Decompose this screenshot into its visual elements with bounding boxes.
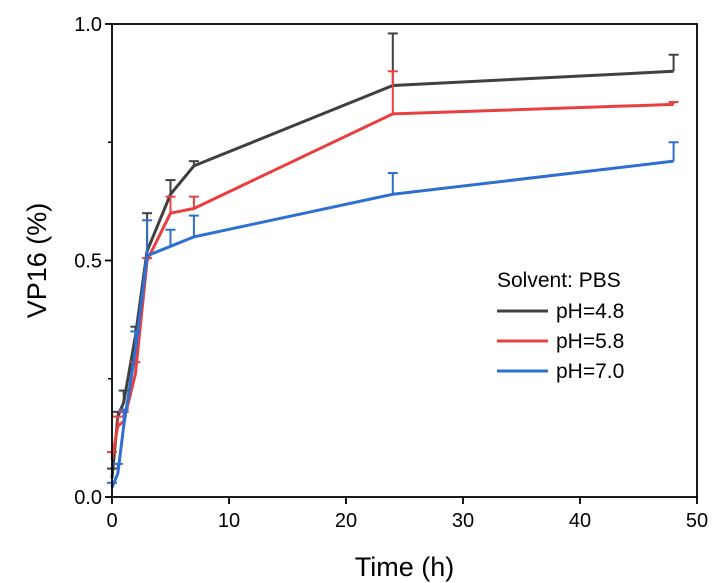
x-tick-label: 0 [106,510,117,532]
y-tick-label: 1.0 [74,14,102,36]
y-tick-label: 0.5 [74,251,102,273]
x-tick-label: 30 [452,510,474,532]
x-tick-label: 50 [686,510,708,532]
y-tick-label: 0.0 [74,487,102,509]
x-tick-label: 20 [335,510,357,532]
series-pH=5.8 [107,70,679,460]
legend: Solvent: PBS pH=4.8 pH=5.8 pH=7.0 [497,269,624,383]
y-axis-title: VP16 (%) [22,203,52,319]
axis-ticks: 0 10 20 30 40 50 0.0 0.5 1.0 [74,14,708,532]
legend-label: pH=5.8 [556,330,624,353]
legend-label: pH=7.0 [556,360,624,383]
x-tick-label: 10 [218,510,240,532]
series-line [110,159,674,489]
x-axis-title: Time (h) [355,552,455,582]
legend-title: Solvent: PBS [497,269,621,292]
plot-frame [111,23,698,498]
x-tick-label: 40 [569,510,591,532]
legend-label: pH=4.8 [556,300,624,323]
chart-marks [107,32,679,489]
